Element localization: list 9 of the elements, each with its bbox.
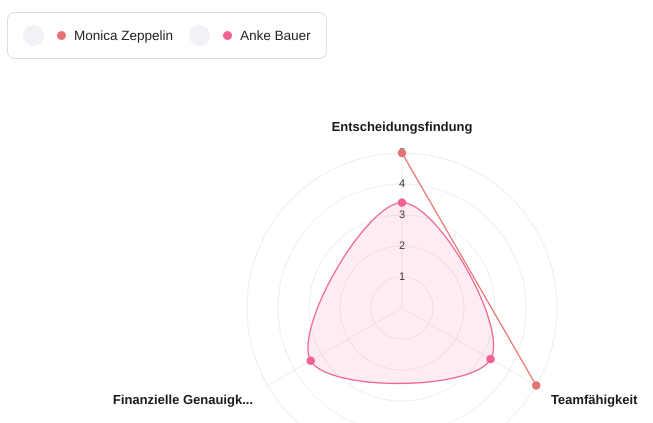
- y-tick-label: 1: [398, 271, 406, 284]
- y-tick-label: 3: [398, 209, 406, 222]
- y-tick-label: 4: [398, 178, 406, 190]
- spoke-label: Entscheidungsfindung: [332, 119, 472, 134]
- spoke-label: Finanzielle Genauigk...: [112, 392, 254, 408]
- legend-label: Anke Bauer: [240, 28, 311, 43]
- legend-label: Monica Zeppelin: [74, 28, 174, 43]
- y-tick-label: 2: [398, 240, 406, 252]
- spoke-label: Teamfähigkeit: [550, 392, 638, 408]
